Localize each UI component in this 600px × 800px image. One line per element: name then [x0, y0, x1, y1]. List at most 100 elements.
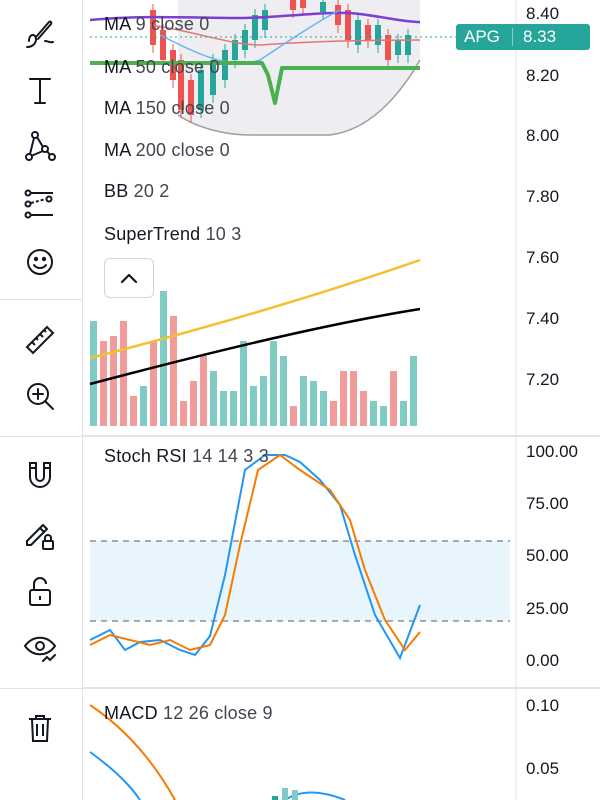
volume-bar	[340, 371, 347, 426]
brush-icon[interactable]	[20, 14, 60, 54]
last-price-tag: APG 8.33	[456, 24, 590, 50]
eye-icon[interactable]	[20, 628, 60, 668]
stoch-axis-label: 75.00	[526, 494, 569, 513]
ruler-icon[interactable]	[20, 320, 60, 360]
emoji-icon[interactable]	[20, 242, 60, 282]
volume-bar	[200, 356, 207, 426]
candle-body	[395, 40, 401, 55]
legend-stoch-rsi[interactable]: Stoch RSI 14 14 3 3	[104, 446, 269, 466]
candle-body	[365, 25, 371, 40]
candle-body	[252, 15, 258, 40]
candle-body	[300, 0, 306, 8]
volume-bar	[120, 321, 127, 426]
legend-ma-200[interactable]: MA 200 close 0	[104, 140, 230, 160]
price-axis-label: 7.60	[526, 248, 560, 267]
macd-line-right	[284, 791, 346, 800]
candle-body	[150, 10, 156, 45]
zoom-in-icon[interactable]	[20, 376, 60, 416]
candle-body	[160, 30, 166, 60]
candle-body	[210, 60, 216, 95]
magnet-icon[interactable]	[20, 456, 60, 496]
stoch-axis-label: 50.00	[526, 546, 569, 565]
legend-ma-9[interactable]: MA 9 close 0	[104, 14, 210, 34]
volume-bar	[370, 401, 377, 426]
legend-supertrend[interactable]: SuperTrend 10 3	[104, 224, 242, 244]
volume-bar	[380, 406, 387, 426]
candle-body	[188, 80, 194, 115]
price-axis-label: 7.80	[526, 187, 560, 206]
volume-bar	[260, 376, 267, 426]
macd-signal-line	[89, 704, 176, 800]
collapse-legend-button[interactable]	[104, 258, 154, 298]
toolbar-divider	[0, 436, 82, 437]
stoch-d-line	[89, 453, 421, 652]
trash-icon[interactable]	[20, 708, 60, 748]
stoch-axis-label: 0.00	[526, 651, 560, 670]
volume-bar	[160, 291, 167, 426]
volume-bar	[210, 371, 217, 426]
candle-body	[290, 0, 296, 10]
ma-150-line	[159, 9, 341, 64]
unlock-icon[interactable]	[20, 572, 60, 612]
chevron-up-icon	[120, 273, 138, 284]
volume-bar	[390, 371, 397, 426]
candle-body	[262, 10, 268, 30]
pattern-icon[interactable]	[20, 126, 60, 166]
volume-bar	[220, 391, 227, 426]
price-axis-label: 8.20	[526, 66, 560, 85]
legend-ma-50[interactable]: MA 50 close 0	[104, 57, 220, 77]
legend-macd[interactable]: MACD 12 26 close 9	[104, 703, 273, 723]
volume-bar	[310, 381, 317, 426]
macd-histogram-bar	[282, 788, 288, 800]
supertrend-line	[90, 61, 420, 105]
stoch-axis-label: 25.00	[526, 599, 569, 618]
price-axis-label: 8.40	[526, 4, 560, 23]
macd-line	[89, 751, 141, 800]
price-axis-label: 7.40	[526, 309, 560, 328]
stoch-axis-label: 100.00	[526, 442, 578, 461]
ma-black-line	[89, 307, 421, 386]
candle-body	[198, 70, 204, 110]
legend-bb[interactable]: BB 20 2	[104, 181, 170, 201]
macd-histogram-bar	[292, 790, 298, 800]
volume-bar	[100, 341, 107, 426]
toolbar-divider	[0, 688, 82, 689]
candle-body	[232, 40, 238, 60]
text-icon[interactable]	[20, 70, 60, 110]
bollinger-lower-line	[177, 59, 421, 136]
volume-bar	[230, 391, 237, 426]
candle-body	[345, 10, 351, 40]
macd-axis-label: 0.05	[526, 759, 560, 778]
candle-body	[405, 35, 411, 55]
volume-bar	[190, 381, 197, 426]
ma-50-line	[149, 24, 421, 46]
volume-bar	[180, 401, 187, 426]
candle-body	[355, 20, 361, 45]
volume-bar	[360, 391, 367, 426]
chart-canvas[interactable]	[82, 0, 600, 800]
volume-bar	[350, 371, 357, 426]
volume-bar	[150, 341, 157, 426]
candle-body	[385, 35, 391, 60]
volume-bar	[240, 341, 247, 426]
ma-yellow-line	[89, 258, 421, 360]
ma-9-line	[89, 11, 421, 24]
lock-drawings-icon[interactable]	[20, 514, 60, 554]
volume-bar	[400, 401, 407, 426]
stoch-band	[90, 541, 510, 621]
candle-body	[320, 2, 326, 12]
prediction-icon[interactable]	[20, 184, 60, 224]
volume-bar	[330, 401, 337, 426]
macd-axis-label: 0.10	[526, 696, 560, 715]
price-axis-label: 8.00	[526, 126, 560, 145]
macd-histogram-bar	[272, 796, 278, 800]
volume-bar	[410, 356, 417, 426]
symbol-label: APG	[464, 27, 500, 46]
legend-ma-150[interactable]: MA 150 close 0	[104, 98, 230, 118]
volume-bar	[270, 341, 277, 426]
volume-bar	[320, 391, 327, 426]
volume-bar	[90, 321, 97, 426]
volume-bar	[280, 356, 287, 426]
candle-body	[178, 60, 184, 110]
volume-bar	[110, 336, 117, 426]
